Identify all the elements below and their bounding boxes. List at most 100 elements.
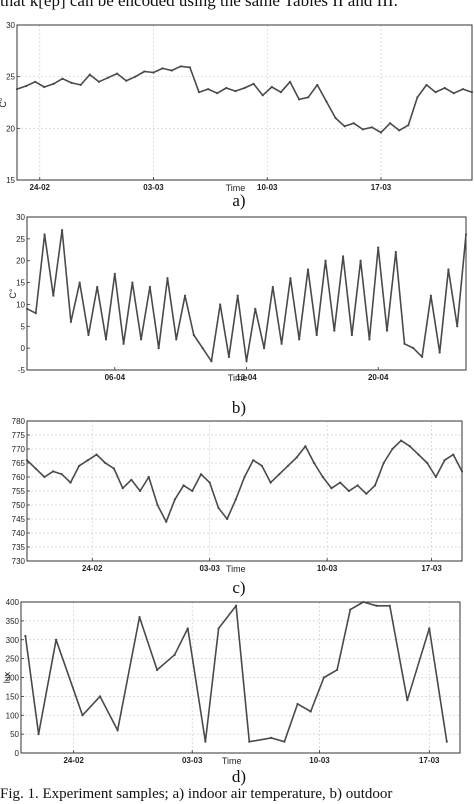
data-point [403, 342, 406, 345]
data-point [186, 627, 189, 630]
y-tick-label: 730 [12, 557, 26, 566]
data-point [34, 312, 37, 315]
data-point [60, 473, 63, 476]
data-point [452, 92, 455, 95]
y-tick-label: 250 [6, 655, 20, 664]
y-tick-label: 15 [6, 176, 15, 185]
y-tick-label: 0 [21, 344, 26, 353]
data-point [248, 740, 251, 743]
data-point [434, 91, 437, 94]
data-point [356, 484, 359, 487]
data-point [339, 481, 342, 484]
data-point [116, 72, 119, 75]
data-point [283, 740, 286, 743]
chart-indoor-temperature: 15 20 25 30 24-02 03-03 10-03 17-03 Time C° [0, 21, 474, 193]
data-point [173, 653, 176, 656]
data-point [25, 84, 28, 88]
data-point [191, 489, 194, 493]
data-point [170, 69, 173, 72]
data-point [309, 710, 312, 713]
data-point [52, 470, 55, 473]
y-tick-label: -5 [18, 366, 26, 375]
data-point [116, 729, 119, 732]
series-line [26, 229, 467, 363]
data-point [333, 329, 336, 332]
data-point [236, 294, 239, 297]
data-point [280, 342, 283, 345]
data-point [443, 86, 446, 90]
data-point [188, 66, 191, 69]
data-point [69, 481, 72, 484]
data-point [359, 259, 362, 262]
y-tick-label: 25 [16, 235, 25, 244]
data-point [460, 470, 464, 473]
data-point [270, 85, 273, 89]
data-point [79, 83, 82, 87]
data-point [389, 122, 392, 125]
data-point [234, 90, 237, 93]
y-tick-label: 770 [12, 445, 26, 454]
data-point [456, 325, 459, 328]
panel-label-c: c) [232, 578, 246, 597]
data-point [34, 80, 37, 83]
data-point [96, 285, 99, 289]
data-point [417, 453, 420, 456]
data-point [157, 347, 160, 350]
y-tick-label: 10 [16, 300, 25, 309]
data-point [262, 347, 266, 350]
data-point [25, 307, 29, 310]
y-tick-label: 50 [10, 730, 19, 739]
panel-label-d: d) [231, 767, 247, 786]
data-point [398, 129, 401, 132]
x-tick-label: 03-03 [199, 564, 220, 573]
data-point [87, 333, 90, 337]
y-tick-label: 100 [6, 711, 20, 720]
data-point [407, 124, 410, 127]
plot-frame [16, 24, 473, 181]
data-point [152, 71, 155, 74]
data-point [69, 320, 72, 324]
data-point [134, 75, 137, 78]
x-tick-label: 06-04 [105, 373, 126, 382]
y-tick-label: 15 [16, 279, 25, 288]
y-tick-label: 760 [12, 473, 26, 482]
data-point [377, 246, 380, 249]
data-point [217, 627, 220, 630]
data-point [234, 498, 237, 501]
data-point [406, 699, 409, 702]
data-point [104, 461, 107, 465]
data-point [204, 740, 207, 743]
data-point [412, 347, 415, 350]
data-point [216, 92, 219, 95]
data-point [322, 676, 326, 679]
figure-caption: Fig. 1. Experiment samples; a) indoor ai… [0, 786, 393, 802]
data-point [370, 126, 373, 129]
chart-illuminance: 0 50 100 150 200 250 300 350 400 24-02 03-03 10-03 1… [2, 598, 461, 766]
y-tick-label: 400 [6, 598, 20, 607]
data-point [461, 87, 464, 91]
data-point [179, 65, 182, 68]
data-point [373, 484, 377, 487]
data-point [270, 736, 273, 739]
x-tick-label: 17-03 [419, 756, 440, 765]
data-point [341, 255, 345, 258]
data-point [43, 233, 46, 236]
data-point [61, 229, 64, 232]
series-line [16, 65, 473, 134]
data-point [391, 447, 394, 451]
y-tick-label: 755 [12, 487, 26, 496]
data-point [271, 285, 274, 289]
data-point [52, 82, 55, 85]
data-point [296, 702, 299, 706]
x-tick-label: 13-04 [236, 373, 257, 382]
data-point [207, 87, 210, 91]
data-point [429, 294, 432, 297]
data-point [447, 268, 450, 271]
data-point [252, 82, 255, 85]
y-tick-label: 200 [6, 674, 20, 683]
data-point [324, 259, 327, 262]
data-point [37, 733, 40, 736]
data-point [298, 338, 301, 341]
data-point [199, 473, 203, 476]
data-point [365, 492, 368, 495]
